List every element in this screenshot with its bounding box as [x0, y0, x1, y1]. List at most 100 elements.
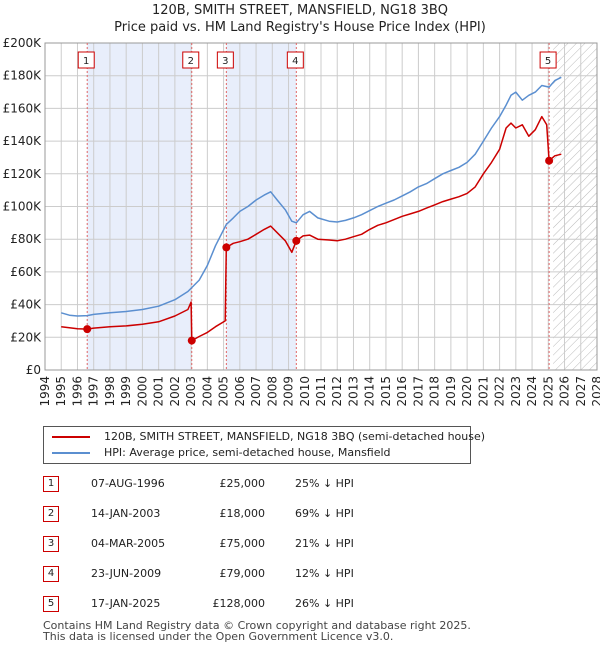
transaction-price: £18,000: [219, 507, 266, 520]
transaction-hpi-diff: 69% ↓ HPI: [295, 507, 354, 520]
x-tick-label: 2016: [395, 376, 409, 407]
y-tick-label: £120K: [3, 167, 43, 181]
table-row: 3 04-MAR-2005 £75,000 21% ↓ HPI: [43, 534, 463, 552]
y-tick-label: £40K: [10, 298, 42, 312]
sale-label-number: 1: [83, 56, 89, 67]
x-tick-label: 2025: [541, 376, 555, 407]
x-tick-label: 2012: [330, 376, 344, 407]
legend-line-hpi: [52, 452, 90, 454]
x-tick-label: 2021: [476, 376, 490, 407]
y-tick-label: £140K: [3, 134, 43, 148]
transaction-price: £79,000: [219, 567, 266, 580]
transaction-price: £25,000: [219, 477, 266, 490]
transaction-number: 4: [43, 566, 59, 582]
x-tick-label: 2009: [282, 376, 296, 407]
x-tick-label: 2024: [525, 376, 539, 407]
x-tick-label: 2013: [346, 376, 360, 407]
sale-point: [83, 325, 92, 334]
x-tick-label: 2020: [460, 376, 474, 407]
sale-label-box: [182, 51, 200, 69]
sale-point: [187, 336, 196, 345]
x-tick-label: 1996: [70, 376, 84, 407]
transaction-date: 07-AUG-1996: [91, 477, 165, 490]
price-paid-line: [61, 115, 562, 342]
chart-subtitle: Price paid vs. HM Land Registry's House …: [114, 20, 486, 35]
x-tick-label: 2002: [168, 376, 182, 407]
y-tick-label: £180K: [3, 69, 43, 83]
y-tick-label: £0: [26, 363, 41, 377]
footer-license: This data is licensed under the Open Gov…: [43, 630, 394, 643]
sale-point: [222, 243, 231, 252]
sale-label-number: 5: [545, 56, 551, 67]
x-tick-label: 2017: [411, 376, 425, 407]
footer-attribution: Contains HM Land Registry data © Crown c…: [43, 620, 471, 642]
transaction-date: 14-JAN-2003: [91, 507, 161, 520]
x-tick-label: 2019: [444, 376, 458, 407]
sale-label-number: 4: [292, 56, 298, 67]
table-row: 5 17-JAN-2025 £128,000 26% ↓ HPI: [43, 594, 463, 612]
price-chart: £0 £20K £40K £60K £80K £100K £120K £140K £160K £1…: [3, 36, 600, 407]
hpi-line: [60, 76, 562, 317]
sale-label-number: 3: [222, 56, 228, 67]
x-tick-label: 2000: [135, 376, 149, 407]
x-tick-label: 2027: [574, 376, 588, 407]
sale-label-box: [286, 51, 304, 69]
sale-label-box: [539, 51, 557, 69]
x-tick-label: 1995: [54, 376, 68, 407]
x-tick-label: 2023: [509, 376, 523, 407]
table-row: 2 14-JAN-2003 £18,000 69% ↓ HPI: [43, 504, 463, 522]
legend-line-price: [52, 436, 90, 438]
y-tick-label: £160K: [3, 101, 43, 115]
transaction-price: £75,000: [219, 537, 266, 550]
transaction-date: 17-JAN-2025: [91, 597, 161, 610]
x-tick-label: 1999: [119, 376, 133, 407]
x-tick-label: 2010: [298, 376, 312, 407]
table-row: 1 07-AUG-1996 £25,000 25% ↓ HPI: [43, 474, 463, 492]
sale-point: [545, 156, 554, 165]
sale-label-box: [216, 51, 234, 69]
x-tick-label: 2007: [249, 376, 263, 407]
transaction-number: 3: [43, 536, 59, 552]
sale-label-number: 2: [188, 56, 194, 67]
y-tick-label: £200K: [3, 36, 43, 50]
x-tick-label: 2015: [379, 376, 393, 407]
x-tick-label: 2026: [558, 376, 572, 407]
transaction-number: 2: [43, 506, 59, 522]
y-tick-label: £80K: [10, 232, 42, 246]
x-tick-label: 2001: [152, 376, 166, 407]
x-tick-label: 2006: [233, 376, 247, 407]
transaction-date: 04-MAR-2005: [91, 537, 166, 550]
transaction-price: £128,000: [212, 597, 266, 610]
footer-copyright: Contains HM Land Registry data © Crown c…: [43, 619, 471, 632]
transaction-hpi-diff: 21% ↓ HPI: [295, 537, 354, 550]
x-tick-label: 2011: [314, 376, 328, 407]
x-tick-label: 1997: [87, 376, 101, 407]
y-tick-label: £100K: [3, 200, 43, 214]
transaction-hpi-diff: 12% ↓ HPI: [295, 567, 354, 580]
y-tick-label: £20K: [10, 330, 42, 344]
transaction-number: 1: [43, 476, 59, 492]
x-tick-label: 2028: [590, 376, 600, 407]
x-tick-label: 2022: [493, 376, 507, 407]
x-tick-label: 2005: [217, 376, 231, 407]
x-tick-label: 1998: [103, 376, 117, 407]
sale-label-box: [77, 51, 95, 69]
plot-border: [44, 42, 598, 371]
table-row: 4 23-JUN-2009 £79,000 12% ↓ HPI: [43, 564, 463, 582]
chart-legend: 120B, SMITH STREET, MANSFIELD, NG18 3BQ …: [43, 426, 485, 464]
x-tick-label: 1994: [38, 376, 52, 407]
x-tick-label: 2014: [363, 376, 377, 407]
x-tick-label: 2018: [428, 376, 442, 407]
legend-label-price: 120B, SMITH STREET, MANSFIELD, NG18 3BQ …: [104, 430, 486, 443]
legend-label-hpi: HPI: Average price, semi-detached house,…: [104, 446, 391, 459]
sale-point: [292, 236, 301, 245]
x-tick-label: 2003: [184, 376, 198, 407]
y-tick-label: £60K: [10, 265, 42, 279]
transaction-date: 23-JUN-2009: [91, 567, 162, 580]
transaction-hpi-diff: 25% ↓ HPI: [295, 477, 354, 490]
transaction-hpi-diff: 26% ↓ HPI: [295, 597, 354, 610]
chart-title-address: 120B, SMITH STREET, MANSFIELD, NG18 3BQ: [151, 3, 449, 18]
x-tick-label: 2008: [265, 376, 279, 407]
transaction-number: 5: [43, 596, 59, 612]
x-tick-label: 2004: [200, 376, 214, 407]
